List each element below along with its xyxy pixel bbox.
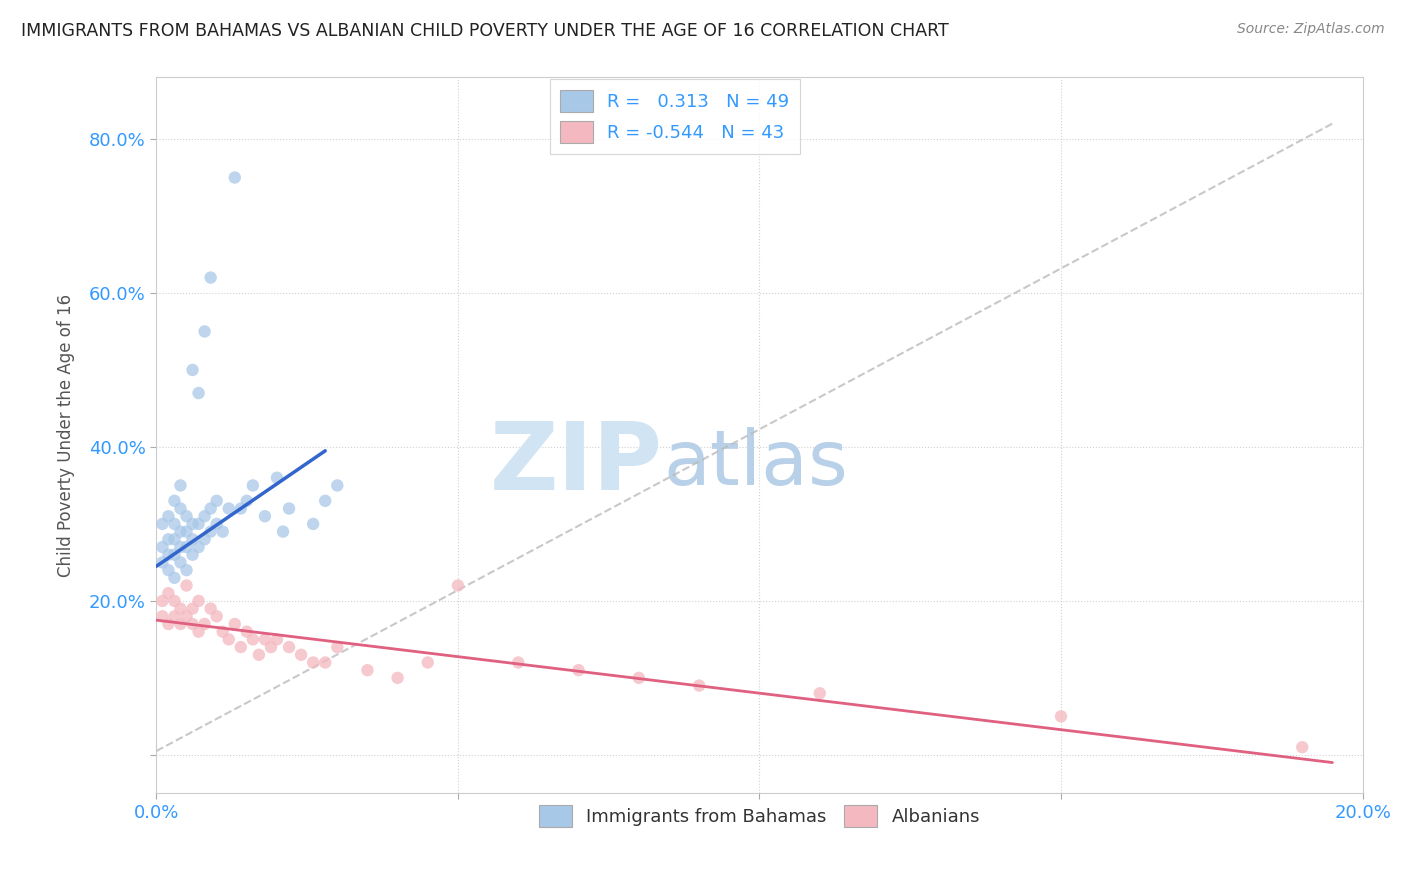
Point (205, 516, 228, 531)
Point (169, 601, 191, 615)
Point (169, 540, 191, 554)
Point (163, 609, 186, 624)
Point (187, 516, 209, 531)
Point (169, 478, 191, 492)
Point (169, 617, 191, 632)
Point (176, 578, 198, 592)
Point (326, 640, 349, 654)
Point (278, 501, 301, 516)
Point (266, 471, 288, 485)
Point (163, 533, 186, 547)
Point (169, 556, 191, 570)
Point (211, 624, 233, 639)
Point (253, 632, 276, 647)
Point (157, 563, 180, 577)
Point (205, 609, 228, 624)
Point (1050, 709, 1073, 723)
Point (205, 493, 228, 508)
Point (169, 524, 191, 539)
Point (224, 617, 246, 632)
Point (150, 540, 173, 554)
Legend: Immigrants from Bahamas, Albanians: Immigrants from Bahamas, Albanians (531, 798, 987, 834)
Point (187, 540, 209, 554)
Text: atlas: atlas (664, 427, 848, 501)
Point (200, 270, 222, 285)
Point (181, 363, 204, 377)
Point (218, 501, 240, 516)
Point (163, 493, 186, 508)
Point (157, 617, 180, 632)
Point (314, 656, 336, 670)
Point (253, 509, 276, 524)
Point (416, 656, 439, 670)
Point (157, 533, 180, 547)
Point (181, 516, 204, 531)
Point (218, 632, 240, 647)
Point (163, 516, 186, 531)
Point (187, 386, 209, 401)
Point (302, 516, 325, 531)
Point (194, 533, 217, 547)
Point (387, 671, 409, 685)
Point (200, 524, 222, 539)
Point (150, 556, 173, 570)
Point (157, 548, 180, 562)
Point (688, 679, 710, 693)
Point (314, 493, 336, 508)
Point (176, 509, 198, 524)
Point (229, 640, 252, 654)
Point (181, 617, 204, 632)
Point (176, 609, 198, 624)
Point (211, 524, 233, 539)
Point (247, 648, 270, 662)
Point (176, 524, 198, 539)
Point (236, 624, 259, 639)
Text: Source: ZipAtlas.com: Source: ZipAtlas.com (1237, 22, 1385, 37)
Point (242, 632, 264, 647)
Point (181, 548, 204, 562)
Point (290, 648, 312, 662)
Point (181, 533, 204, 547)
Point (1291, 740, 1313, 755)
Point (163, 594, 186, 608)
Y-axis label: Child Poverty Under the Age of 16: Child Poverty Under the Age of 16 (58, 293, 75, 577)
Point (176, 540, 198, 554)
Point (229, 501, 252, 516)
Point (187, 594, 209, 608)
Point (200, 601, 222, 615)
Point (567, 663, 589, 677)
Point (163, 548, 186, 562)
Point (176, 563, 198, 577)
Point (260, 640, 283, 654)
Point (271, 524, 294, 539)
Point (326, 478, 349, 492)
Point (302, 656, 325, 670)
Point (150, 594, 173, 608)
Point (508, 656, 530, 670)
Text: ZIP: ZIP (491, 418, 664, 510)
Point (447, 578, 470, 592)
Point (356, 663, 378, 677)
Point (150, 609, 173, 624)
Point (242, 478, 264, 492)
Point (224, 170, 246, 185)
Point (194, 617, 217, 632)
Point (187, 624, 209, 639)
Point (157, 586, 180, 600)
Point (181, 601, 204, 615)
Point (150, 516, 173, 531)
Point (627, 671, 650, 685)
Point (200, 501, 222, 516)
Point (266, 632, 288, 647)
Text: IMMIGRANTS FROM BAHAMAS VS ALBANIAN CHILD POVERTY UNDER THE AGE OF 16 CORRELATIO: IMMIGRANTS FROM BAHAMAS VS ALBANIAN CHIL… (21, 22, 949, 40)
Point (163, 571, 186, 585)
Point (278, 640, 301, 654)
Point (194, 325, 217, 339)
Point (169, 501, 191, 516)
Point (157, 509, 180, 524)
Point (194, 509, 217, 524)
Point (808, 686, 831, 700)
Point (236, 493, 259, 508)
